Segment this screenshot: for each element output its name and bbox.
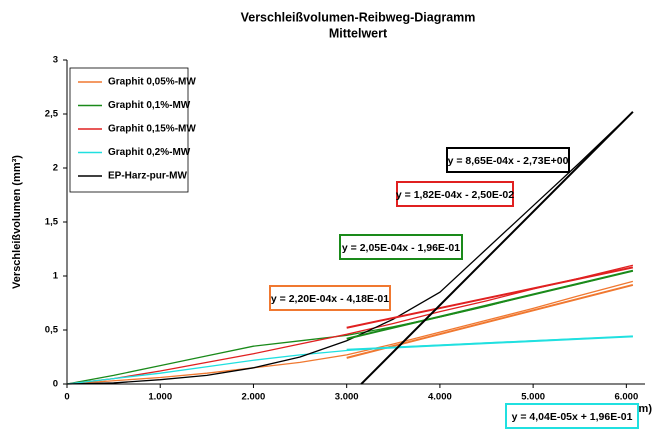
equation-box — [339, 234, 463, 260]
y-tick-label: 0 — [53, 379, 58, 390]
equation-box — [396, 181, 514, 207]
equation-box — [446, 147, 570, 173]
chart-subtitle: Mittelwert — [329, 26, 388, 40]
y-tick-label: 3 — [53, 55, 58, 66]
series-line — [66, 335, 633, 385]
legend-label: Graphit 0,05%-MW — [108, 77, 196, 88]
legend-label: Graphit 0,1%-MW — [108, 100, 191, 111]
y-tick-label: 1,5 — [45, 217, 59, 228]
trend-line — [346, 335, 633, 351]
x-tick-label: 0 — [64, 392, 69, 403]
chart-title: Verschleißvolumen-Reibweg-Diagramm — [241, 10, 476, 24]
y-tick-label: 0,5 — [45, 325, 59, 336]
equation-box — [505, 403, 639, 429]
equation-label: y = 2,20E-04x - 4,18E-01 — [271, 293, 389, 305]
x-tick-label: 4.000 — [428, 392, 452, 403]
equation-box — [269, 285, 391, 311]
legend-label: Graphit 0,2%-MW — [108, 147, 191, 158]
equation-label: y = 4,04E-05x + 1,96E-01 — [512, 411, 633, 423]
trend-line — [346, 269, 634, 340]
x-tick-label: 1.000 — [148, 392, 172, 403]
series-line — [66, 280, 634, 385]
series-line — [66, 264, 634, 385]
legend-label: Graphit 0,15%-MW — [108, 124, 196, 135]
legend-label: EP-Harz-pur-MW — [108, 171, 187, 182]
equation-label: y = 2,05E-04x - 1,96E-01 — [342, 242, 460, 254]
series-line — [66, 111, 634, 385]
y-tick-label: 2 — [53, 163, 58, 174]
y-tick-label: 2,5 — [45, 109, 59, 120]
equation-label: y = 1,82E-04x - 2,50E-02 — [396, 189, 514, 201]
trend-line — [346, 266, 634, 329]
legend-box — [69, 67, 189, 193]
y-axis-label: Verschleißvolumen (mm³) — [11, 155, 23, 289]
x-tick-label: 2.000 — [242, 392, 266, 403]
equation-label: y = 8,65E-04x - 2,73E+00 — [448, 155, 569, 167]
x-tick-label: 5.000 — [521, 392, 545, 403]
trend-line — [360, 111, 634, 385]
y-tick-label: 1 — [53, 271, 59, 282]
trend-line — [346, 283, 634, 359]
x-tick-label: 6.000 — [614, 392, 638, 403]
x-tick-label: 3.000 — [335, 392, 359, 403]
